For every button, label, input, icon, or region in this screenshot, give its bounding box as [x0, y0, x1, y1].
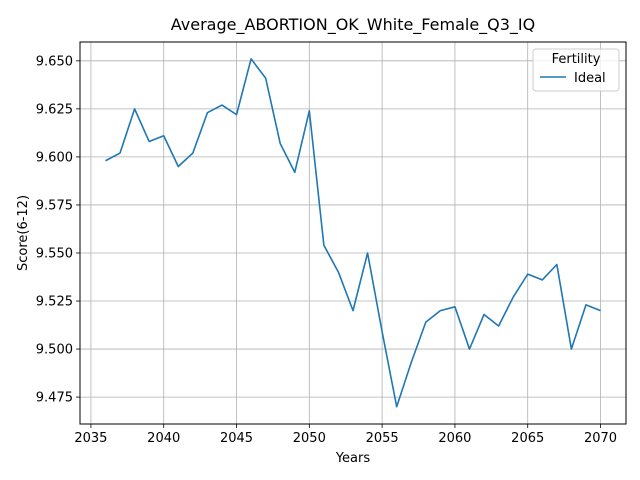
x-tick-label: 2060 [438, 431, 471, 446]
x-tick-label: 2035 [74, 431, 107, 446]
x-tick-label: 2070 [584, 431, 617, 446]
y-tick-label: 9.500 [36, 343, 73, 358]
y-axis-ticks: 9.475 9.500 9.525 9.550 9.575 9.600 9.625 9.650 [36, 54, 80, 406]
y-tick-label: 9.650 [36, 54, 73, 69]
x-tick-label: 2065 [511, 431, 544, 446]
x-axis-label: Years [335, 451, 371, 466]
y-tick-label: 9.575 [36, 198, 73, 213]
x-tick-label: 2050 [293, 431, 326, 446]
x-tick-label: 2040 [147, 431, 180, 446]
grid [80, 42, 626, 424]
y-tick-label: 9.625 [36, 102, 73, 117]
y-tick-label: 9.475 [36, 391, 73, 406]
x-tick-label: 2045 [220, 431, 253, 446]
chart-title: Average_ABORTION_OK_White_Female_Q3_IQ [171, 15, 536, 35]
y-tick-label: 9.525 [36, 295, 73, 310]
legend: Fertility Ideal [532, 48, 620, 92]
x-axis-ticks: 2035 2040 2045 2050 2055 2060 2065 2070 [74, 424, 617, 446]
legend-entry-ideal: Ideal [574, 71, 606, 86]
y-tick-label: 9.600 [36, 150, 73, 165]
y-axis-label: Score(6-12) [16, 195, 31, 271]
x-tick-label: 2055 [366, 431, 399, 446]
plot-area-frame [79, 41, 627, 425]
series-line-ideal [105, 58, 601, 408]
y-tick-label: 9.550 [36, 246, 73, 261]
legend-title: Fertility [552, 52, 601, 67]
legend-box [532, 48, 620, 92]
